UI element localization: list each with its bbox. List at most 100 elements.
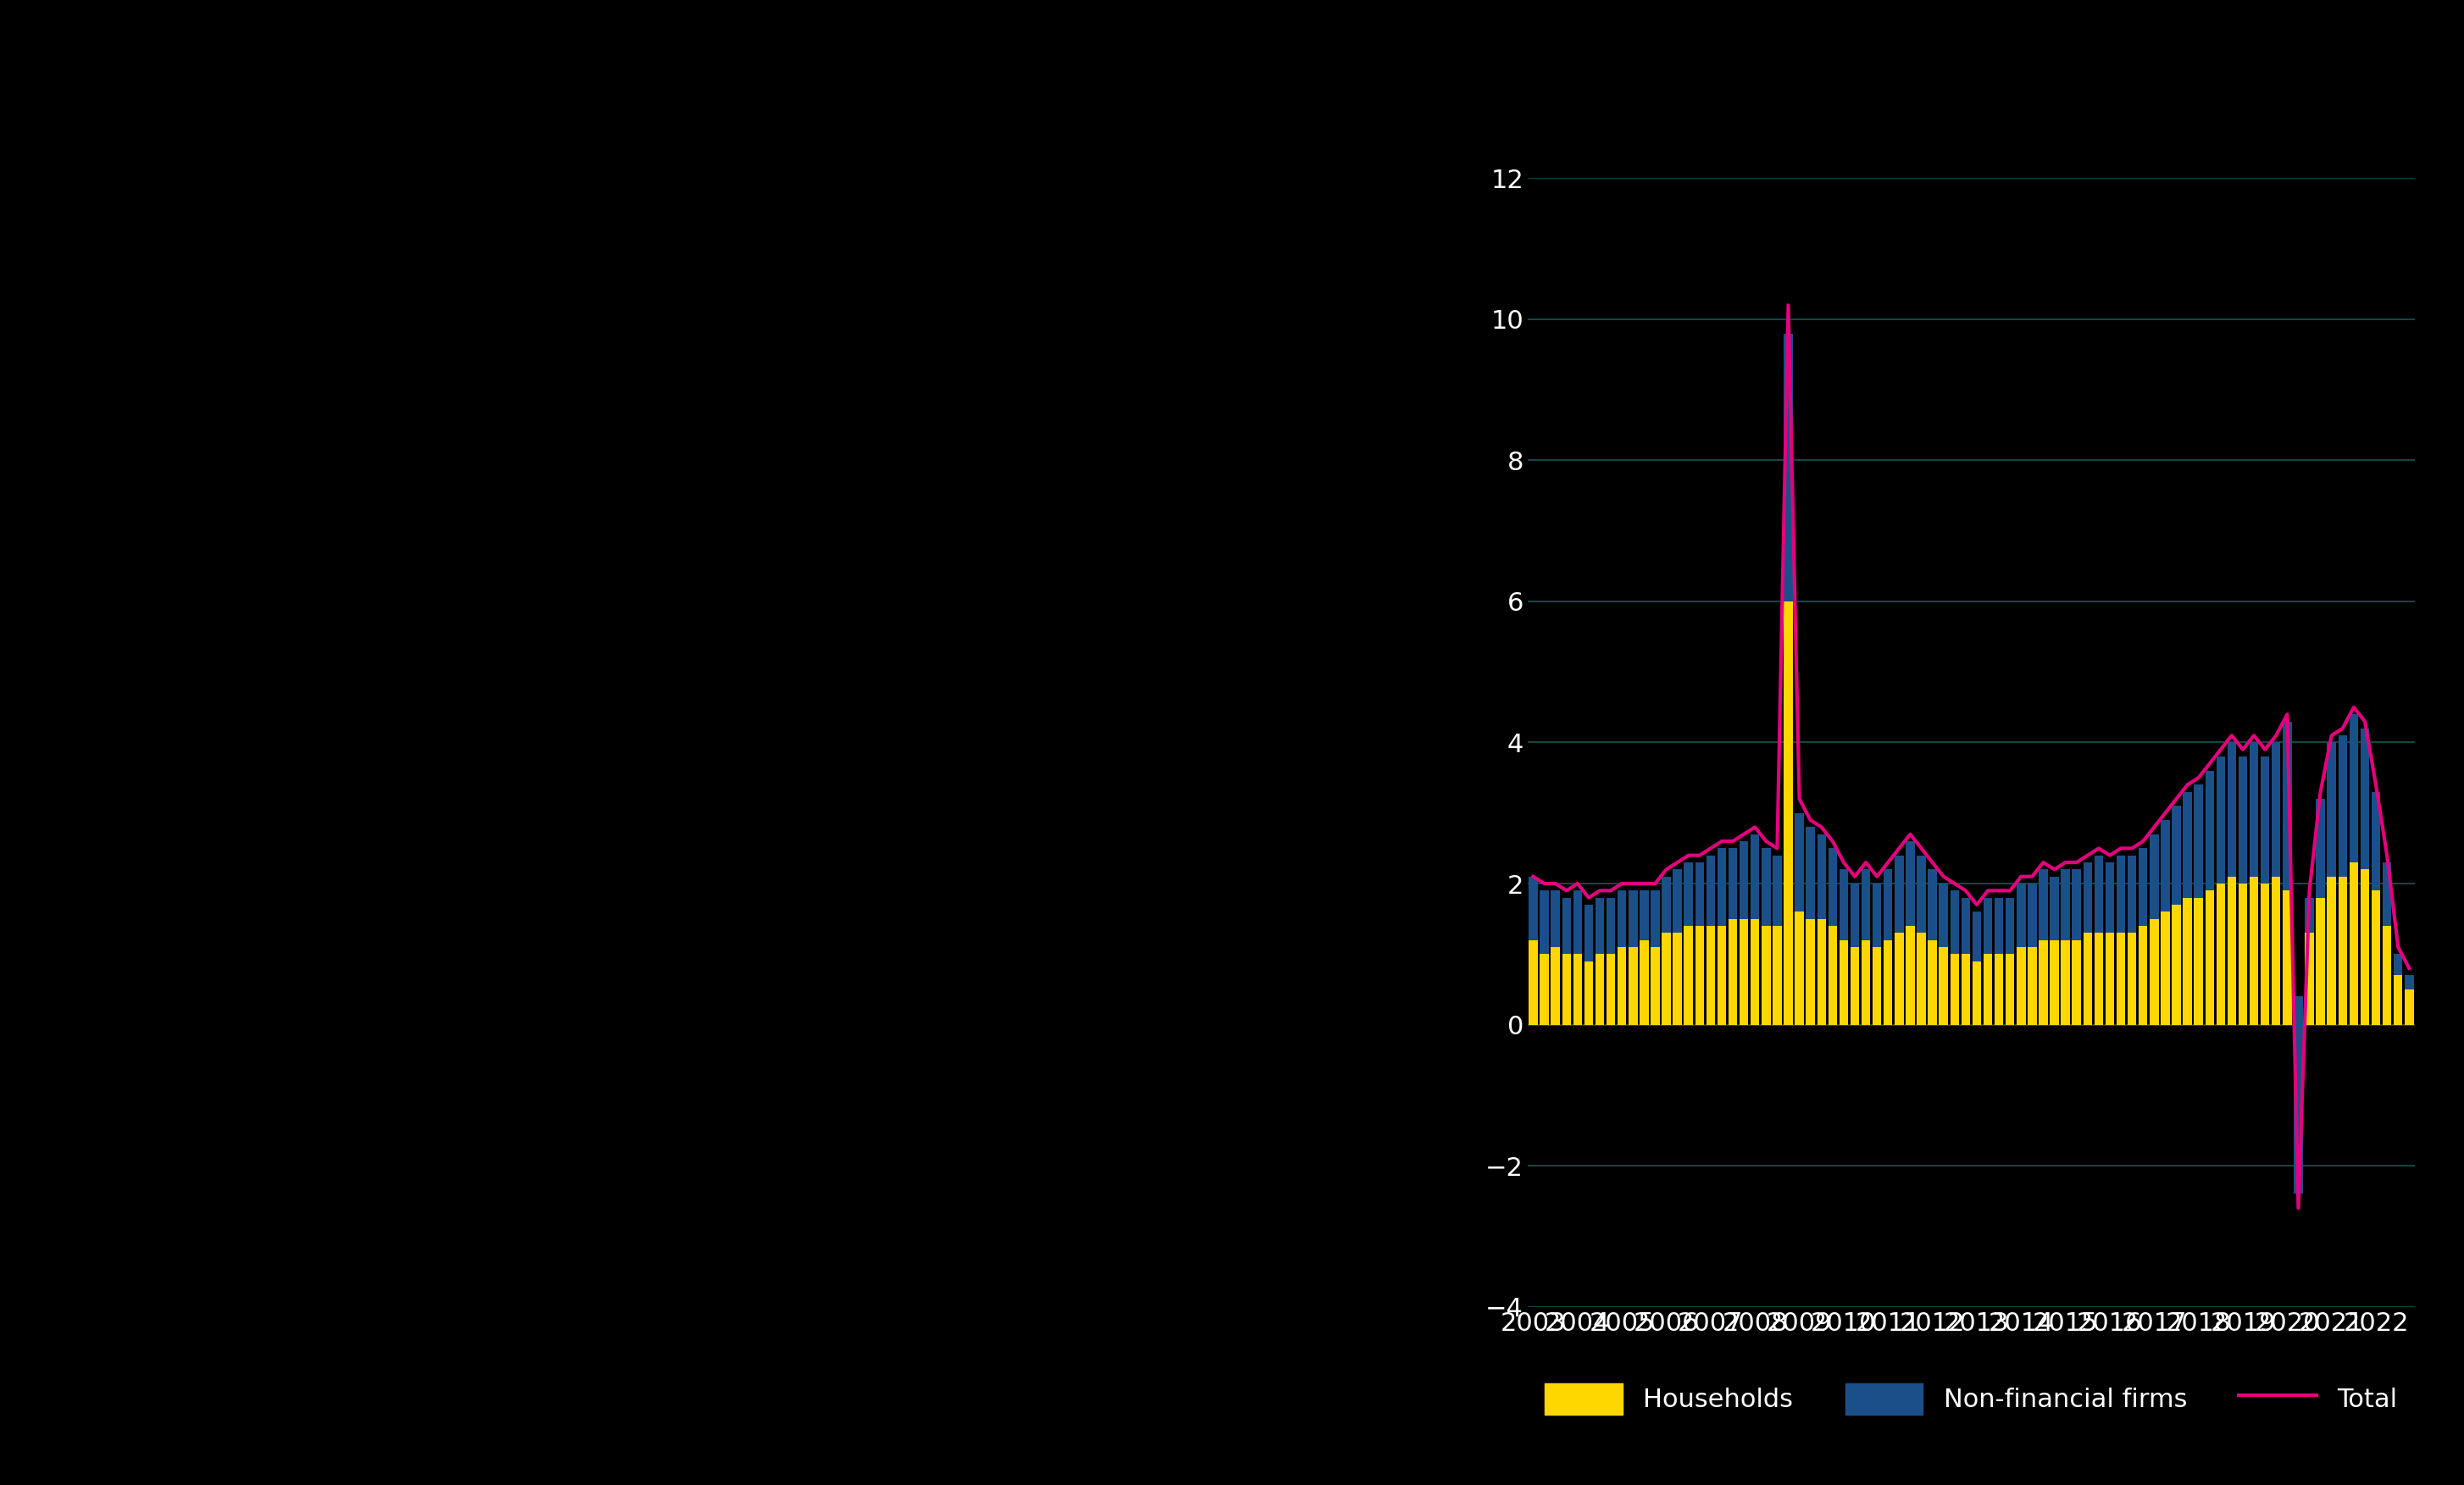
Bar [2038,869,2048,940]
Bar [1562,953,1572,1025]
Bar [2104,863,2114,933]
Bar [1971,912,1981,961]
Bar [1984,897,1993,953]
Bar [2316,799,2326,897]
Bar [1594,897,1604,953]
Bar [2060,940,2070,1025]
Bar [1939,884,1949,947]
Bar [1717,848,1727,927]
Bar [2405,976,2415,989]
Bar [1683,863,1693,927]
Bar [1806,827,1816,919]
Bar [2072,940,2082,1025]
Bar [1917,933,1927,1025]
Bar [2161,820,2171,912]
Bar [2316,897,2326,1025]
Bar [2272,742,2282,876]
Bar [2370,891,2380,1025]
Bar [2348,714,2358,863]
Bar [1860,869,1870,940]
Bar [2082,933,2092,1025]
Bar [2139,848,2149,927]
Bar [2149,835,2158,919]
Bar [1860,940,1870,1025]
Bar [2215,756,2225,884]
Bar [1838,869,1848,940]
Bar [1717,927,1727,1025]
Bar [2282,722,2292,891]
Total [2129,832,2158,849]
Bar [1895,933,1905,1025]
Total [2284,1200,2314,1218]
Bar [2139,927,2149,1025]
Bar [2304,897,2314,933]
Total [2062,854,2092,872]
Bar [2028,884,2038,947]
Bar [1873,947,1882,1025]
Line: Total: Total [1533,306,2410,1209]
Bar [1528,940,1538,1025]
Bar [1939,947,1949,1025]
Bar [1927,940,1937,1025]
Bar [1794,812,1804,912]
Bar [2237,884,2247,1025]
Bar [1949,891,1959,953]
Bar [2060,869,2070,940]
Bar [2193,897,2203,1025]
Bar [1594,953,1604,1025]
Bar [1607,953,1616,1025]
Bar [1540,953,1550,1025]
Bar [2006,897,2016,953]
Bar [2237,756,2247,884]
Bar [1917,855,1927,933]
Bar [2393,976,2402,1025]
Bar [1749,835,1759,919]
Total [2094,846,2124,864]
Bar [2393,955,2402,976]
Bar [1740,841,1749,919]
Bar [2016,884,2025,947]
Bar [1673,933,1683,1025]
Bar [1961,897,1971,953]
Bar [1984,953,1993,1025]
Bar [2361,870,2370,1025]
Bar [1816,919,1826,1025]
Bar [2094,933,2104,1025]
Bar [1607,897,1616,953]
Bar [2227,876,2237,1025]
Bar [1882,869,1892,940]
Bar [1806,919,1816,1025]
Bar [2326,742,2336,876]
Bar [2050,940,2060,1025]
Bar [2294,996,2304,1194]
Bar [1616,947,1626,1025]
Bar [2082,863,2092,933]
Bar [1639,940,1648,1025]
Bar [1873,884,1882,947]
Bar [2272,876,2282,1025]
Bar [2338,876,2348,1025]
Total [2050,854,2080,872]
Bar [2326,876,2336,1025]
Bar [2050,876,2060,940]
Bar [2193,784,2203,897]
Bar [1673,870,1683,933]
Total [1917,854,1947,872]
Total [2316,726,2346,744]
Bar [1850,884,1860,947]
Bar [2250,742,2259,876]
Bar [1993,953,2003,1025]
Bar [1772,927,1781,1025]
Bar [1784,334,1794,601]
Bar [2183,897,2193,1025]
Total [2395,959,2425,977]
Bar [1562,897,1572,953]
Bar [1971,961,1981,1025]
Bar [1961,953,1971,1025]
Bar [2405,989,2415,1025]
Total [1518,867,1547,885]
Bar [2072,869,2082,940]
Bar [2161,912,2171,1025]
Bar [1895,855,1905,933]
Bar [2259,756,2269,884]
